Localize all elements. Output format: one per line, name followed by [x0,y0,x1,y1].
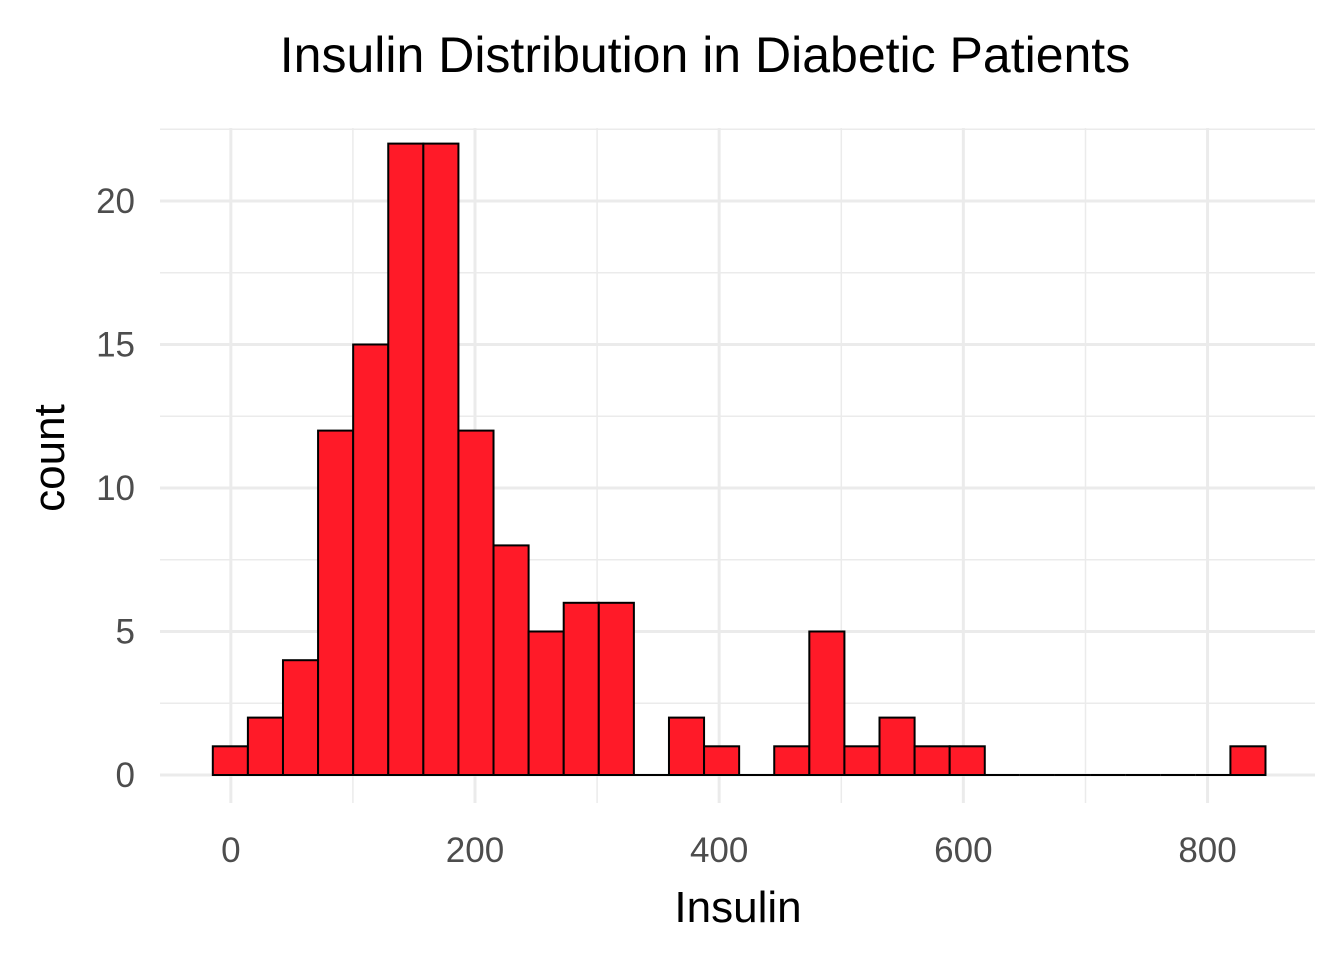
y-tick-label: 10 [96,469,135,508]
x-tick-label: 200 [446,831,504,870]
histogram-bar [527,630,565,776]
chart-title: Insulin Distribution in Diabetic Patient… [280,27,1130,83]
histogram-bar [562,601,600,776]
x-tick-label: 800 [1178,831,1236,870]
bars [211,142,1267,777]
histogram-bar [667,716,706,776]
histogram-bar [387,142,425,777]
histogram-bar [246,716,284,776]
x-tick-label: 0 [221,831,240,870]
histogram-bar [597,601,635,776]
histogram-bar [211,745,249,776]
histogram-bar [281,659,320,777]
y-tick-label: 20 [96,182,135,221]
histogram-bar [808,630,846,776]
histogram-bar [773,745,811,776]
tick-labels: 0 200 400 600 800 0 5 10 15 20 [96,182,1237,870]
y-tick-label: 5 [116,613,135,652]
histogram-bar [457,429,495,776]
histogram-bar [492,544,530,777]
histogram-bar [352,343,390,776]
histogram-bar [878,716,916,776]
histogram-bar [1229,745,1267,776]
y-axis-label: count [25,404,74,512]
x-tick-label: 400 [690,831,748,870]
x-axis-label: Insulin [674,883,801,932]
histogram-bar [913,745,951,776]
histogram-bar [843,745,881,776]
y-tick-label: 15 [96,326,135,365]
histogram-bar [703,745,741,776]
histogram-bar [948,745,986,776]
y-tick-label: 0 [116,756,135,795]
histogram-bar [422,142,460,777]
histogram-bar [317,429,355,776]
x-tick-label: 600 [934,831,992,870]
